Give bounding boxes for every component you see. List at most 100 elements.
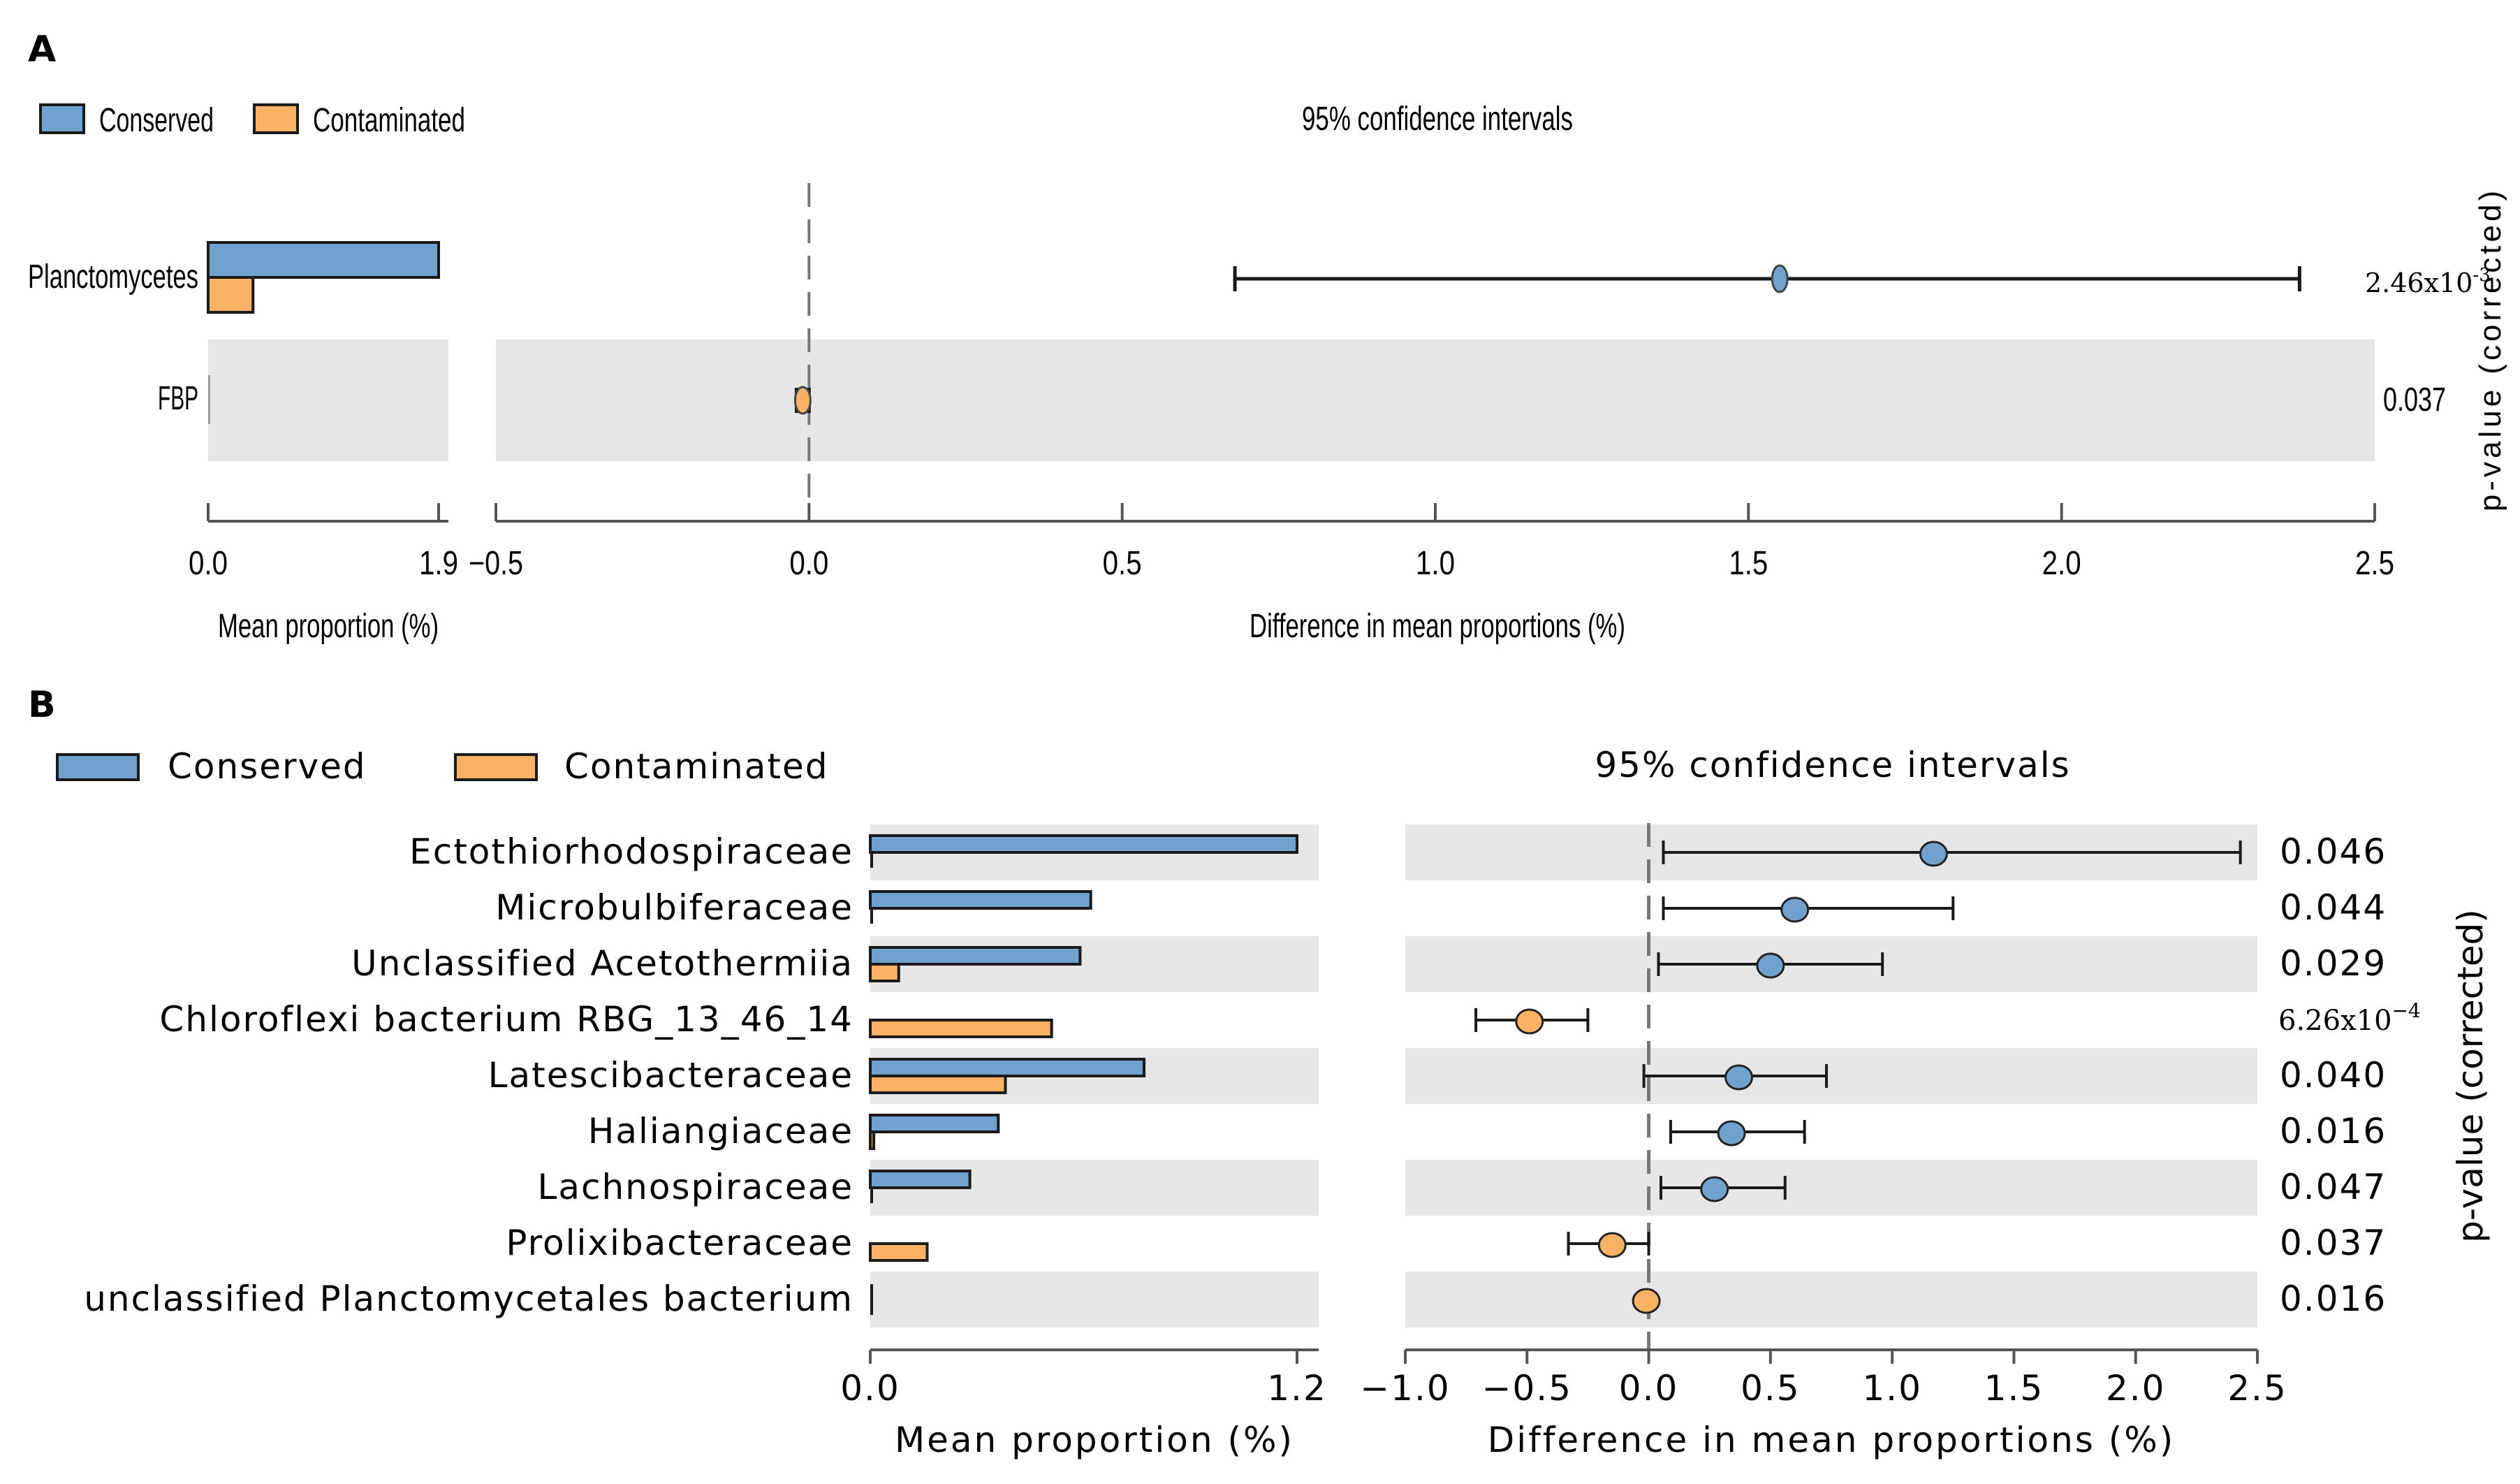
legend-label-conserved: Conserved: [168, 746, 367, 787]
difference-axis-label: Difference in mean proportions (%): [1250, 608, 1625, 645]
difference-dot: [1717, 1120, 1746, 1147]
confidence-intervals: [793, 264, 2301, 415]
p-value: 0.029: [2280, 943, 2387, 984]
bar-zero: [870, 908, 873, 924]
category-label: Haliangiaceae: [588, 1111, 854, 1151]
tick-label: 1.0: [1416, 545, 1455, 582]
legend-label-conserved: Conserved: [99, 102, 214, 139]
p-value: 0.040: [2280, 1055, 2387, 1096]
mean-axis-label: Mean proportion (%): [218, 608, 439, 645]
p-value-exponent: −4: [2392, 999, 2421, 1022]
p-value-axis-label: p-value (corrected): [2450, 909, 2491, 1243]
tick-label: 0.0: [840, 1368, 900, 1409]
panel-a-legend: Conserved Contaminated: [39, 102, 465, 139]
tick-label: 1.9: [419, 545, 458, 582]
panel-b-legend: Conserved Contaminated: [56, 746, 828, 787]
difference-axis-label: Difference in mean proportions (%): [1488, 1420, 2176, 1460]
tick-label: 0.5: [1103, 545, 1142, 582]
bar-contaminated: [869, 1075, 1007, 1094]
bar-zero: [208, 375, 210, 424]
difference-dot: [1780, 896, 1810, 923]
ci-title: 95% confidence intervals: [1595, 745, 2070, 785]
difference-dot: [1700, 1176, 1729, 1202]
tick-label: 2.0: [2106, 1368, 2166, 1409]
bar-contaminated: [207, 276, 255, 314]
tick-label: 0.0: [789, 545, 828, 582]
bar-contaminated: [869, 1242, 929, 1262]
panel-b-letter: B: [28, 684, 56, 726]
tick-label: −0.5: [1482, 1368, 1572, 1409]
difference-dot: [1724, 1064, 1754, 1091]
category-label: Lachnospiraceae: [538, 1167, 854, 1207]
panel-a-letter: A: [28, 29, 56, 71]
legend-label-contaminated: Contaminated: [313, 102, 465, 139]
p-value: 0.046: [2280, 831, 2387, 872]
panel-a: A Conserved Contaminated 95% confidence …: [28, 29, 2507, 645]
row-band: [208, 340, 448, 461]
category-label: Chloroflexi bacterium RBG_13_46_14: [159, 999, 854, 1040]
legend-swatch-conserved: [39, 103, 85, 134]
difference-dot: [1919, 841, 1948, 867]
row-band: [870, 1272, 1319, 1327]
category-label: unclassified Planctomycetales bacterium: [84, 1279, 854, 1319]
ci-title: 95% confidence intervals: [1302, 101, 1573, 138]
p-value: 2.46x10-3: [2365, 265, 2491, 298]
category-label: Planctomycetes: [28, 259, 198, 296]
tick-label: 0.0: [1619, 1368, 1679, 1409]
legend-swatch-contaminated: [253, 103, 299, 134]
tick-label: −1.0: [1360, 1368, 1450, 1409]
p-value: 0.047: [2280, 1167, 2387, 1207]
row-band: [1405, 1272, 2257, 1327]
row-band: [1405, 1048, 2257, 1104]
tick-label: 1.2: [1267, 1368, 1327, 1409]
bar-zero: [870, 1284, 873, 1315]
row-band: [496, 340, 2375, 461]
p-value: 0.044: [2280, 887, 2387, 928]
tick-label: 1.5: [1984, 1368, 2044, 1409]
confidence-intervals: [1474, 841, 2242, 1314]
category-label: Unclassified Acetothermiia: [351, 943, 854, 984]
bar-conserved: [869, 834, 1298, 854]
tick-label: −0.5: [469, 545, 523, 582]
category-label: FBP: [158, 380, 198, 417]
bar-contaminated: [869, 963, 900, 982]
mean-proportion-axis: 0.0 1.9: [189, 503, 458, 582]
difference-dot: [1756, 952, 1785, 979]
bar-conserved: [869, 890, 1092, 910]
category-label: Prolixibacteraceae: [506, 1223, 854, 1263]
legend-swatch-contaminated: [454, 753, 538, 781]
legend-swatch-conserved: [56, 753, 140, 781]
difference-dot: [1771, 264, 1789, 293]
bar-contaminated: [869, 1019, 1053, 1038]
bar-zero: [870, 852, 873, 868]
bar-conserved: [869, 1170, 972, 1189]
legend-label-contaminated: Contaminated: [564, 746, 828, 787]
difference-axis: −0.5 0.0 0.5 1.0 1.5 2.0 2.5: [469, 503, 2394, 582]
p-value: 6.26x10−4: [2278, 999, 2421, 1037]
bar-conserved: [207, 241, 440, 279]
tick-label: 2.5: [2227, 1368, 2287, 1409]
category-labels: Ectothiorhodospiraceae Microbulbiferaceae…: [84, 831, 854, 1319]
p-value: 0.037: [2383, 381, 2446, 419]
tick-label: 2.5: [2355, 545, 2394, 582]
bar-conserved: [869, 1058, 1146, 1077]
p-value: 0.016: [2280, 1279, 2387, 1319]
category-label: Latescibacteraceae: [488, 1055, 854, 1096]
difference-dot: [1597, 1232, 1627, 1258]
p-value-base: 6.26x10: [2278, 1005, 2392, 1037]
p-value-axis-label: p-value (corrected): [2473, 187, 2507, 511]
p-value: 0.037: [2280, 1223, 2387, 1263]
bar-contaminated: [869, 1130, 876, 1150]
row-bands: [870, 824, 2257, 1327]
mean-axis-label: Mean proportion (%): [895, 1420, 1294, 1460]
bar-conserved: [869, 946, 1082, 966]
mean-proportion-bars: [207, 241, 440, 424]
category-label: Ectothiorhodospiraceae: [409, 831, 854, 872]
row-band: [1405, 1160, 2257, 1216]
bar-conserved: [869, 1114, 1000, 1133]
mean-proportion-bars: [869, 834, 1298, 1315]
difference-dot: [1515, 1008, 1544, 1035]
difference-axis: −1.0 −0.5 0.0 0.5 1.0 1.5 2.0 2.5: [1360, 1348, 2287, 1409]
difference-dot: [1632, 1288, 1661, 1314]
